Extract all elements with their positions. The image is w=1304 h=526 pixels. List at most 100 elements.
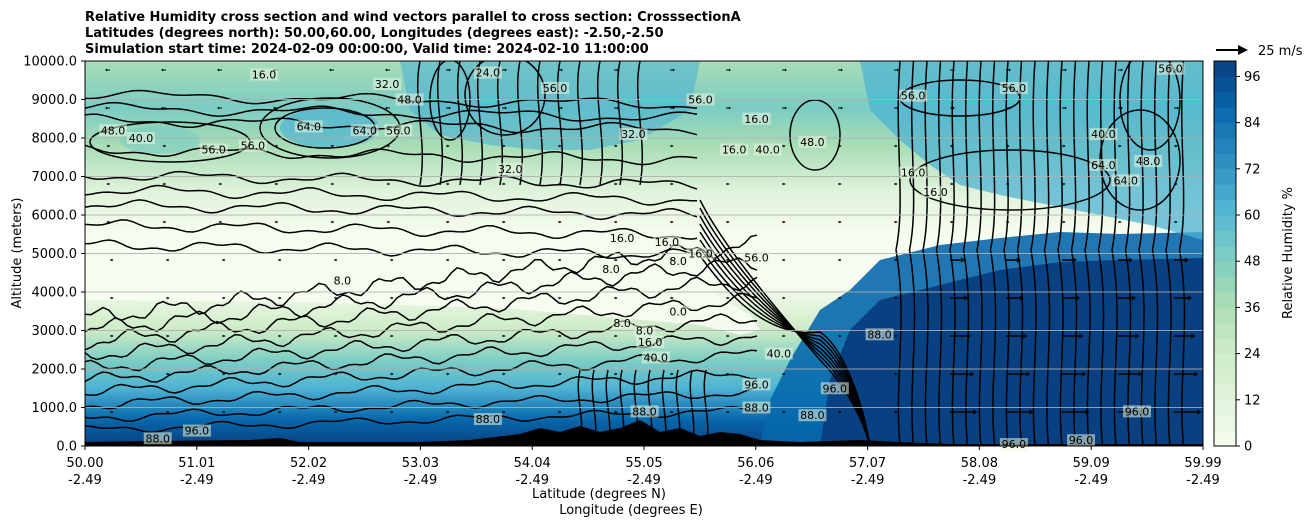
- wind-vector-head: [615, 296, 618, 300]
- contour-label-bg: [619, 128, 648, 141]
- x-tick-label-lat: 58.08: [961, 456, 998, 471]
- wind-vector-head: [783, 410, 786, 414]
- x-tick-label-lon: -2.49: [404, 473, 438, 488]
- wind-vector-head: [447, 144, 450, 148]
- wind-vector-head: [1065, 68, 1067, 72]
- contour-label-bg: [667, 255, 689, 268]
- wind-vector-head: [673, 106, 675, 110]
- x-tick-label-lon: -2.49: [851, 473, 885, 488]
- wind-vector-head: [1188, 295, 1192, 301]
- wind-vector-head: [783, 334, 786, 338]
- wind-vector-head: [386, 144, 389, 148]
- quiver-key-arrowhead: [1238, 45, 1248, 55]
- wind-vector-head: [1191, 333, 1196, 339]
- wind-vector-head: [505, 106, 507, 110]
- contour-line: [699, 255, 871, 446]
- wind-vector-head: [503, 258, 506, 262]
- wind-vector-head: [167, 258, 170, 262]
- contour-label-bg: [720, 143, 749, 156]
- wind-vector-head: [273, 106, 275, 110]
- wind-vector-head: [615, 182, 618, 186]
- contour-label-bg: [373, 78, 402, 91]
- contour-label-bg: [611, 316, 633, 329]
- wind-vector-head: [335, 258, 338, 262]
- contour-label: 0.0: [669, 305, 687, 318]
- wind-vector-head: [953, 68, 955, 72]
- wind-vector-head: [559, 296, 562, 300]
- wind-vector-head: [447, 182, 450, 186]
- contour-line: [962, 61, 970, 446]
- contour-label-bg: [1156, 62, 1185, 75]
- wind-vector-head: [617, 106, 619, 110]
- wind-vector-head: [111, 258, 114, 262]
- contour-label: 88.0: [744, 402, 769, 415]
- wind-vector-head: [223, 372, 226, 376]
- wind-vector-head: [895, 296, 898, 300]
- wind-vector-head: [783, 258, 786, 262]
- colorbar: 0 12 24 36 48 60 72 84 96 Relative Humidity %: [1213, 60, 1296, 455]
- wind-vector-head: [783, 296, 786, 300]
- contour-line: [949, 61, 956, 446]
- x-tick-label-lon: -2.49: [1186, 473, 1220, 488]
- y-tick-label: 8000.0: [32, 132, 78, 147]
- wind-vector-head: [1009, 106, 1011, 110]
- contour-line: [1030, 61, 1037, 446]
- contour-label-bg: [686, 247, 715, 260]
- y-axis-label-text: Altitude (meters): [10, 198, 25, 309]
- contour-label-bg: [798, 409, 827, 422]
- contour-label-bg: [473, 413, 502, 426]
- contour-label-bg: [641, 351, 670, 364]
- wind-vector-head: [167, 372, 170, 376]
- y-tick-label: 4000.0: [32, 286, 78, 301]
- contour-label: 32.0: [375, 78, 400, 91]
- contour-line: [437, 61, 443, 186]
- wind-vector-head: [783, 144, 786, 148]
- contour-label-bg: [636, 336, 665, 349]
- wind-vector-head: [503, 296, 506, 300]
- contour-label: 8.0: [334, 274, 352, 287]
- colorbar-tick-label: 60: [1244, 209, 1261, 224]
- colorbar-level: [1214, 322, 1236, 339]
- contour-label: 56.0: [1158, 63, 1183, 76]
- y-tick-label: 5000.0: [32, 247, 78, 262]
- x-tick-label-lat: 59.99: [1184, 456, 1221, 471]
- contour-line: [699, 231, 871, 446]
- wind-vector-head: [386, 220, 389, 224]
- wind-vector-head: [977, 447, 981, 452]
- wind-vector-head: [447, 410, 450, 414]
- wind-vector-head: [839, 410, 842, 414]
- contour-label-bg: [999, 438, 1028, 451]
- contour-label: 40.0: [1091, 128, 1116, 141]
- wind-vector-head: [964, 295, 968, 301]
- contour-label-bg: [331, 274, 354, 287]
- wind-vector-head: [1089, 447, 1093, 452]
- wind-vector-head: [727, 258, 730, 262]
- wind-vector-head: [671, 334, 674, 338]
- wind-vector-head: [895, 220, 898, 224]
- wind-vector-head: [335, 296, 338, 300]
- wind-vector-head: [967, 333, 972, 339]
- colorbar-level: [1214, 184, 1236, 201]
- colorbar-level: [1214, 215, 1236, 231]
- wind-vector-head: [559, 372, 562, 376]
- contour-label: 96.0: [1125, 405, 1150, 418]
- y-tick-label: 3000.0: [32, 324, 78, 339]
- wind-vector-head: [839, 296, 842, 300]
- wind-vector-head: [1121, 106, 1123, 110]
- x-axis-label: Latitude (degrees N)Longitude (degrees E…: [532, 487, 703, 518]
- wind-vectors: [105, 68, 1202, 452]
- wind-vector-head: [1175, 220, 1178, 224]
- contour-line: [85, 234, 758, 322]
- quiver-key: 25 m/s: [1216, 44, 1303, 59]
- contour-label-bg: [1067, 434, 1096, 447]
- wind-vector-head: [274, 144, 277, 148]
- wind-vector-head: [391, 372, 394, 376]
- wind-vector-head: [1121, 68, 1123, 72]
- y-tick-label: 7000.0: [32, 170, 78, 185]
- contour-line: [1151, 61, 1159, 446]
- wind-vector-head: [386, 182, 389, 186]
- wind-vector-head: [839, 182, 842, 186]
- contour-label: 24.0: [476, 67, 501, 80]
- wind-vector-head: [106, 144, 109, 148]
- wind-vector-head: [617, 68, 619, 72]
